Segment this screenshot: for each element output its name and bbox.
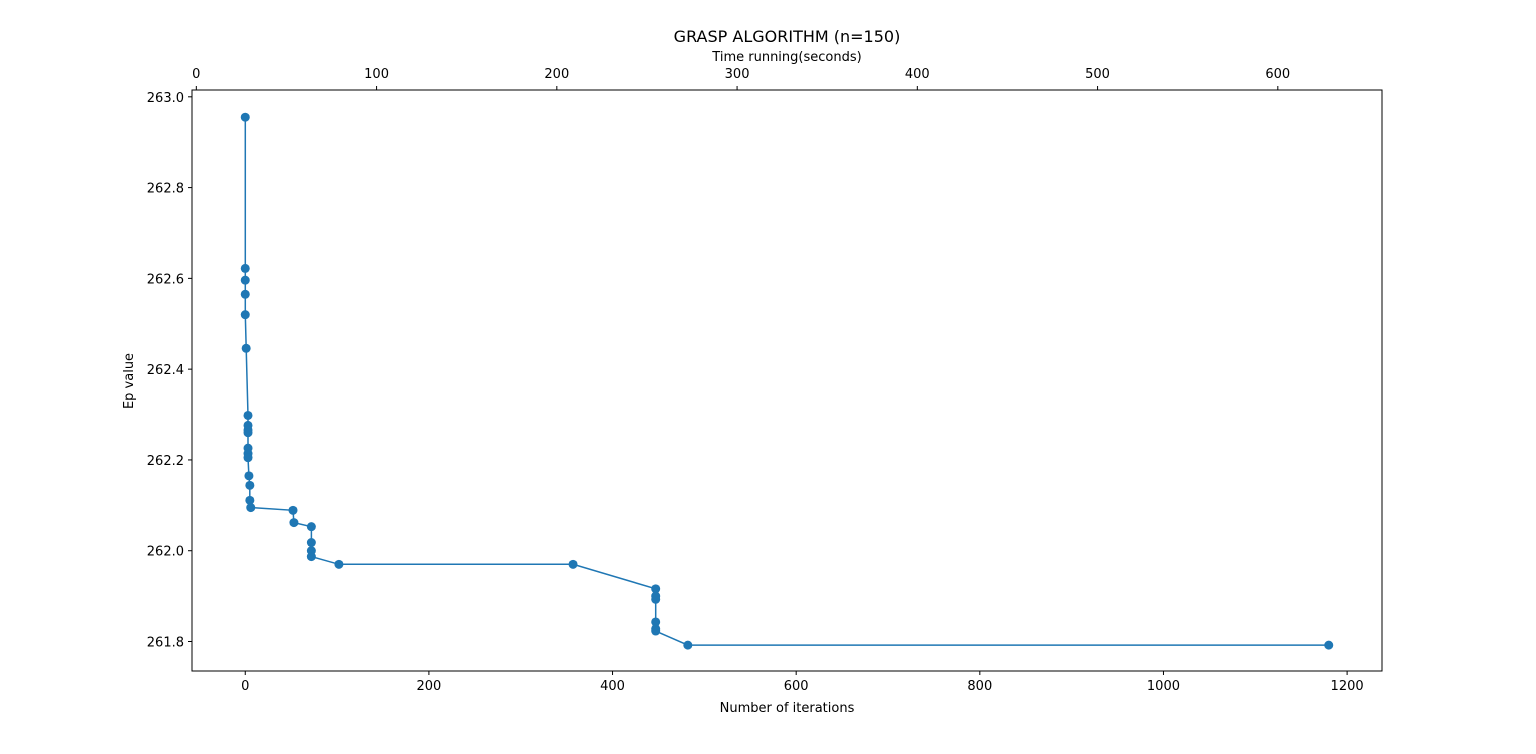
y-tick-label: 261.8 <box>147 635 184 650</box>
y-axis-label: Ep value <box>122 353 137 409</box>
x-tick-label: 400 <box>600 679 625 694</box>
data-point <box>240 275 250 285</box>
x-tick-label: 600 <box>784 679 809 694</box>
data-point <box>334 559 344 569</box>
data-point <box>240 310 250 320</box>
data-point <box>651 594 661 604</box>
data-point <box>245 480 255 490</box>
data-point <box>683 640 693 650</box>
x-tick-label: 1000 <box>1147 679 1180 694</box>
top-tick-label: 600 <box>1265 67 1290 82</box>
data-point <box>651 617 661 627</box>
series-line <box>244 117 1329 646</box>
x-tick-label: 1200 <box>1331 679 1364 694</box>
y-tick-label: 262.6 <box>147 272 184 287</box>
data-point <box>243 453 253 463</box>
y-tick-label: 262.8 <box>147 182 184 197</box>
data-point <box>289 518 299 528</box>
top-axis-label: Time running(seconds) <box>711 50 861 65</box>
data-point <box>651 626 661 636</box>
x-tick-label: 200 <box>416 679 441 694</box>
data-point <box>243 428 253 438</box>
data-point <box>288 505 298 515</box>
x-tick-label: 0 <box>241 679 249 694</box>
top-tick-label: 200 <box>544 67 569 82</box>
plot-frame <box>191 89 1383 672</box>
y-tick-label: 262.4 <box>147 363 184 378</box>
data-point <box>240 289 250 299</box>
data-point <box>241 343 251 353</box>
y-tick-label: 263.0 <box>147 91 184 106</box>
x-axis-label: Number of iterations <box>720 701 855 716</box>
top-tick-label: 100 <box>364 67 389 82</box>
data-point <box>1324 640 1334 650</box>
data-point <box>306 522 316 532</box>
data-point <box>306 552 316 562</box>
data-point <box>245 495 255 505</box>
data-point <box>246 503 256 513</box>
top-tick-label: 0 <box>192 67 200 82</box>
data-point <box>568 559 578 569</box>
data-point <box>651 584 661 594</box>
data-point <box>240 263 250 273</box>
top-tick-label: 400 <box>905 67 930 82</box>
data-point <box>244 471 254 481</box>
top-tick-label: 300 <box>725 67 750 82</box>
chart-title: GRASP ALGORITHM (n=150) <box>674 27 901 46</box>
data-point <box>243 410 253 420</box>
y-tick-label: 262.0 <box>147 545 184 560</box>
data-point <box>306 538 316 548</box>
data-point <box>240 112 250 122</box>
x-tick-label: 800 <box>967 679 992 694</box>
top-tick-label: 500 <box>1085 67 1110 82</box>
y-tick-label: 262.2 <box>147 454 184 469</box>
